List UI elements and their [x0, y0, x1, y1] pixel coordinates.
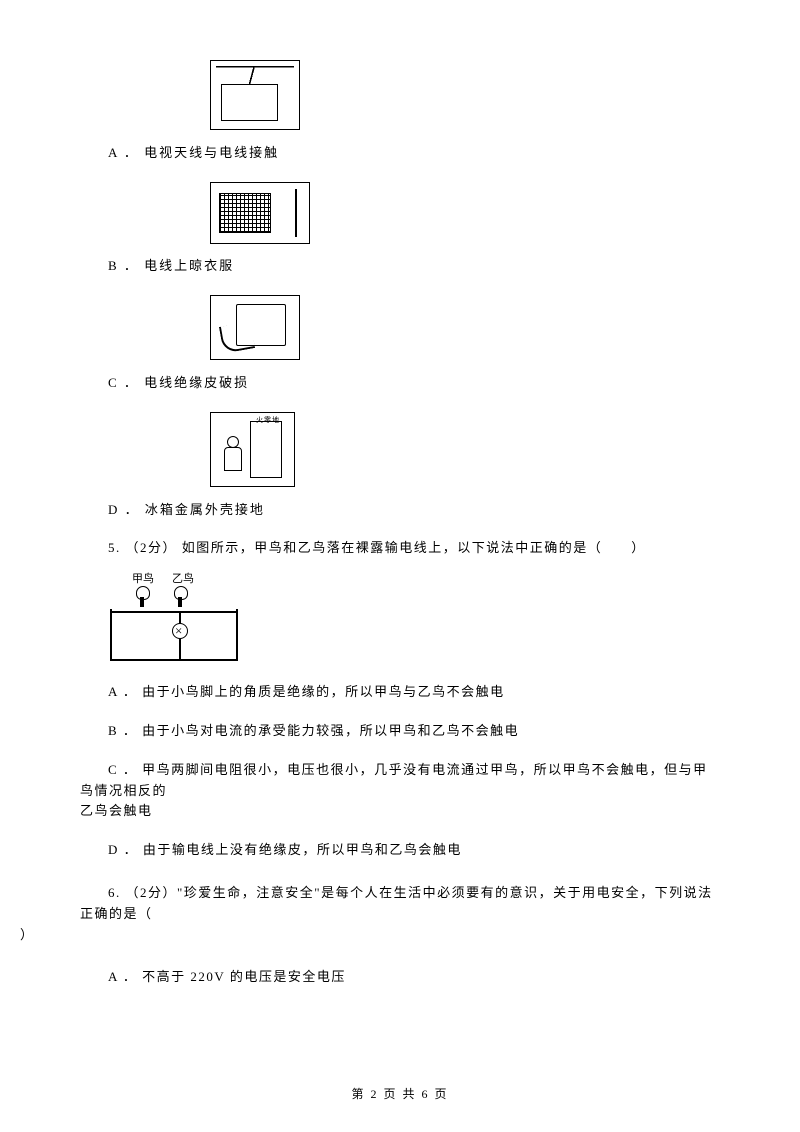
q5-option-c-line2: 乙鸟会触电 — [80, 803, 153, 818]
option-a-label: A ． — [108, 145, 139, 160]
q5-stem-row: 5. （2分） 如图所示，甲鸟和乙鸟落在裸露输电线上，以下说法中正确的是（ ） — [80, 538, 720, 559]
option-a-row: A ． 电视天线与电线接触 — [80, 143, 720, 164]
option-c-image — [210, 295, 300, 360]
q5-diagram: 甲鸟 乙鸟 — [110, 569, 240, 664]
q5-bottom-wire — [110, 659, 238, 661]
bird-jia-icon — [132, 586, 152, 611]
option-a-image — [210, 60, 300, 130]
option-a-block: A ． 电视天线与电线接触 — [80, 60, 720, 164]
q5-option-a: A ． 由于小鸟脚上的角质是绝缘的，所以甲鸟与乙鸟不会触电 — [80, 682, 720, 703]
q5-points: （2分） — [126, 540, 178, 555]
option-d-block: D ． 冰箱金属外壳接地 — [80, 412, 720, 521]
q5-option-d: D ． 由于输电线上没有绝缘皮，所以甲鸟和乙鸟会触电 — [80, 840, 720, 861]
option-c-label: C ． — [108, 375, 139, 390]
option-c-text: 电线绝缘皮破损 — [144, 375, 249, 390]
option-a-text: 电视天线与电线接触 — [144, 145, 279, 160]
option-b-image — [210, 182, 310, 244]
q5-bulb-icon — [172, 623, 188, 639]
q6-option-a: A ． 不高于 220V 的电压是安全电压 — [80, 967, 720, 988]
option-d-label: D ． — [108, 502, 140, 517]
option-d-row: D ． 冰箱金属外壳接地 — [80, 500, 720, 521]
person-icon-d — [221, 436, 243, 476]
option-d-text: 冰箱金属外壳接地 — [145, 502, 265, 517]
option-b-block: B ． 电线上晾衣服 — [80, 182, 720, 278]
bird-yi-icon — [170, 586, 190, 611]
option-b-row: B ． 电线上晾衣服 — [80, 256, 720, 277]
q5-option-c-line1: C ． 甲鸟两脚间电阻很小，电压也很小，几乎没有电流通过甲鸟，所以甲鸟不会触电，… — [80, 760, 720, 802]
q5-number: 5. — [108, 540, 121, 555]
q5-option-b: B ． 由于小鸟对电流的承受能力较强，所以甲鸟和乙鸟不会触电 — [80, 721, 720, 742]
page-footer: 第 2 页 共 6 页 — [0, 1085, 800, 1104]
option-b-text: 电线上晾衣服 — [144, 258, 234, 273]
option-d-image — [210, 412, 295, 487]
q5-bulb-wire-bottom — [179, 639, 181, 659]
q6-line2: ） — [20, 925, 720, 946]
q5-option-c: C ． 甲鸟两脚间电阻很小，电压也很小，几乎没有电流通过甲鸟，所以甲鸟不会触电，… — [80, 760, 720, 822]
q5-wire — [110, 611, 238, 613]
option-b-label: B ． — [108, 258, 139, 273]
q6-stem: 6. （2分）"珍爱生命，注意安全"是每个人在生活中必须要有的意识，关于用电安全… — [80, 883, 720, 945]
q5-stem: 如图所示，甲鸟和乙鸟落在裸露输电线上，以下说法中正确的是（ ） — [182, 540, 646, 555]
option-c-row: C ． 电线绝缘皮破损 — [80, 373, 720, 394]
q6-line1: 6. （2分）"珍爱生命，注意安全"是每个人在生活中必须要有的意识，关于用电安全… — [80, 883, 720, 925]
option-c-block: C ． 电线绝缘皮破损 — [80, 295, 720, 394]
